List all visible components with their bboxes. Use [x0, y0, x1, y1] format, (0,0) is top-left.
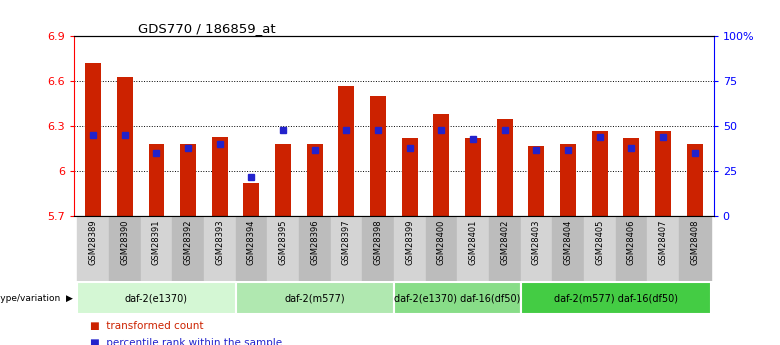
- Bar: [560, 144, 576, 216]
- Text: GSM28406: GSM28406: [627, 219, 636, 265]
- Bar: [148, 144, 165, 216]
- Text: daf-2(e1370) daf-16(df50): daf-2(e1370) daf-16(df50): [394, 293, 520, 303]
- Text: GSM28399: GSM28399: [406, 219, 414, 265]
- Bar: [299, 216, 331, 281]
- Text: GSM28396: GSM28396: [310, 219, 319, 265]
- Bar: [85, 63, 101, 216]
- Bar: [212, 137, 228, 216]
- Bar: [268, 216, 299, 281]
- Bar: [370, 96, 386, 216]
- Bar: [520, 216, 552, 281]
- Bar: [552, 216, 584, 281]
- Text: ■  percentile rank within the sample: ■ percentile rank within the sample: [90, 338, 282, 345]
- Text: GSM28404: GSM28404: [563, 219, 573, 265]
- Text: GSM28398: GSM28398: [374, 219, 382, 265]
- Bar: [434, 114, 449, 216]
- Text: daf-2(e1370): daf-2(e1370): [125, 293, 188, 303]
- Bar: [236, 283, 394, 314]
- Bar: [362, 216, 394, 281]
- Text: GSM28403: GSM28403: [532, 219, 541, 265]
- Text: GSM28408: GSM28408: [690, 219, 699, 265]
- Text: GSM28407: GSM28407: [658, 219, 668, 265]
- Text: GDS770 / 186859_at: GDS770 / 186859_at: [138, 22, 275, 35]
- Bar: [236, 216, 268, 281]
- Text: GSM28394: GSM28394: [247, 219, 256, 265]
- Text: GSM28395: GSM28395: [278, 219, 288, 265]
- Bar: [275, 144, 291, 216]
- Text: ■  transformed count: ■ transformed count: [90, 321, 204, 331]
- Bar: [489, 216, 520, 281]
- Text: genotype/variation  ▶: genotype/variation ▶: [0, 294, 73, 303]
- Bar: [655, 131, 671, 216]
- Bar: [497, 119, 512, 216]
- Text: daf-2(m577) daf-16(df50): daf-2(m577) daf-16(df50): [554, 293, 678, 303]
- Text: GSM28400: GSM28400: [437, 219, 446, 265]
- Text: GSM28393: GSM28393: [215, 219, 225, 265]
- Text: GSM28405: GSM28405: [595, 219, 604, 265]
- Bar: [117, 77, 133, 216]
- Bar: [615, 216, 647, 281]
- Text: GSM28389: GSM28389: [89, 219, 98, 265]
- Bar: [647, 216, 679, 281]
- Bar: [592, 131, 608, 216]
- Bar: [584, 216, 615, 281]
- Bar: [180, 144, 196, 216]
- Bar: [529, 146, 544, 216]
- Bar: [331, 216, 362, 281]
- Bar: [394, 283, 520, 314]
- Bar: [686, 144, 703, 216]
- Bar: [520, 283, 711, 314]
- Text: GSM28392: GSM28392: [183, 219, 193, 265]
- Text: GSM28401: GSM28401: [469, 219, 477, 265]
- Bar: [307, 144, 323, 216]
- Bar: [109, 216, 140, 281]
- Text: GSM28402: GSM28402: [500, 219, 509, 265]
- Text: GSM28397: GSM28397: [342, 219, 351, 265]
- Bar: [623, 138, 640, 216]
- Bar: [465, 138, 481, 216]
- Bar: [243, 183, 259, 216]
- Text: daf-2(m577): daf-2(m577): [285, 293, 345, 303]
- Bar: [204, 216, 236, 281]
- Bar: [457, 216, 489, 281]
- Bar: [402, 138, 417, 216]
- Bar: [339, 86, 354, 216]
- Bar: [77, 216, 109, 281]
- Bar: [140, 216, 172, 281]
- Bar: [426, 216, 457, 281]
- Bar: [172, 216, 204, 281]
- Bar: [679, 216, 711, 281]
- Text: GSM28391: GSM28391: [152, 219, 161, 265]
- Bar: [77, 283, 236, 314]
- Text: GSM28390: GSM28390: [120, 219, 129, 265]
- Bar: [394, 216, 426, 281]
